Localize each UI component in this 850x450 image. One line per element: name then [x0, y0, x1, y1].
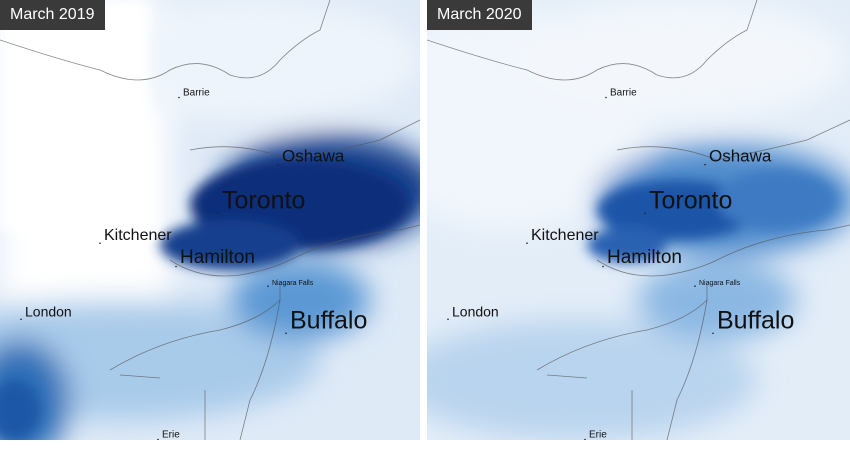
place-label: Barrie	[183, 88, 210, 99]
place-dot	[644, 212, 646, 215]
place-dot	[175, 265, 177, 268]
panel-title: March 2019	[0, 0, 105, 30]
place-dot	[602, 265, 604, 268]
place-dot	[605, 96, 607, 99]
place-label: London	[25, 304, 72, 320]
place-dot	[704, 163, 706, 166]
place-dot	[526, 242, 528, 244]
place-label: Niagara Falls	[272, 280, 314, 287]
place-label: Toronto	[222, 187, 305, 215]
place-dot	[712, 332, 714, 335]
place-dot	[99, 242, 101, 244]
place-dot	[285, 332, 287, 335]
place-label: Kitchener	[531, 227, 599, 244]
place-dot	[178, 96, 180, 99]
place-dot	[447, 318, 449, 321]
place-dot	[584, 438, 586, 440]
place-label: Oshawa	[282, 146, 345, 165]
map-panel: Barrie Oshawa Toronto Kitchener Hamilton Niag…	[427, 0, 850, 440]
place-label: Hamilton	[180, 247, 255, 268]
place-dot	[694, 285, 696, 287]
place-dot	[157, 438, 159, 440]
place-label: Buffalo	[290, 307, 367, 335]
place-label: Kitchener	[104, 227, 172, 244]
place-label: Oshawa	[709, 146, 772, 165]
panel-title: March 2020	[427, 0, 532, 30]
place-label: Hamilton	[607, 247, 682, 268]
map-panel: Barrie Oshawa Toronto Kitchener Hamilton Niag…	[0, 0, 420, 440]
place-label: Erie	[162, 430, 180, 440]
place-dot	[267, 285, 269, 287]
place-dot	[277, 163, 279, 166]
place-dot	[217, 212, 219, 215]
place-label: Erie	[589, 430, 607, 440]
place-label: Barrie	[610, 88, 637, 99]
place-label: Buffalo	[717, 307, 794, 335]
place-label: Toronto	[649, 187, 732, 215]
place-label: London	[452, 304, 499, 320]
place-dot	[20, 318, 22, 321]
place-label: Niagara Falls	[699, 280, 741, 287]
